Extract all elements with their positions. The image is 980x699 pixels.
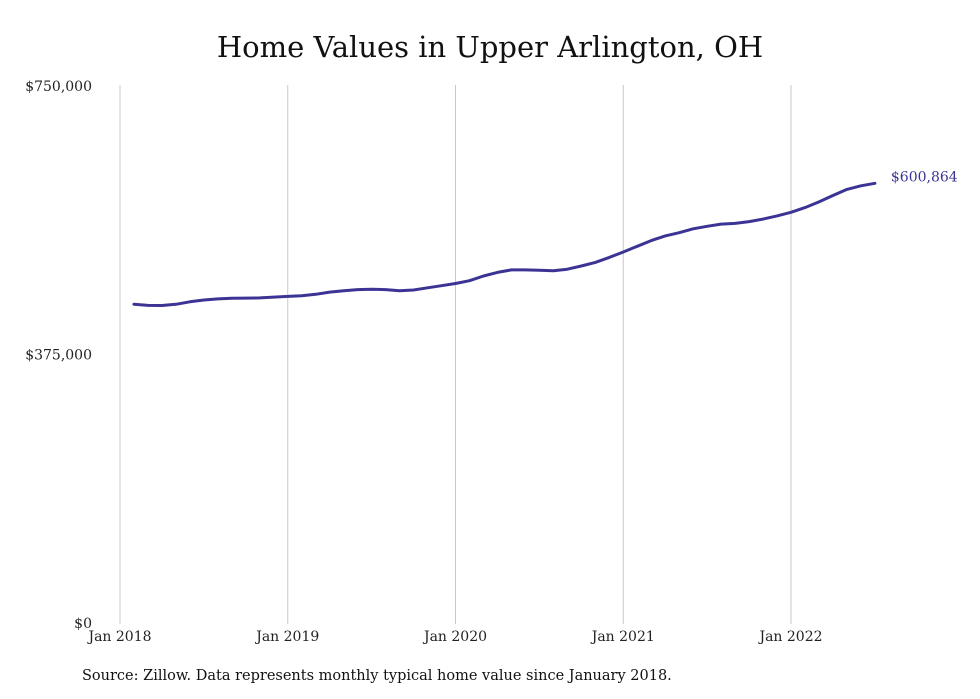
x-tick-label: Jan 2018 [86,629,151,645]
series-line [132,181,877,307]
x-tick-label: Jan 2019 [254,629,319,645]
chart-title: Home Values in Upper Arlington, OH [216,30,764,64]
x-tick-label: Jan 2021 [590,629,655,645]
y-tick-label: $0 [74,616,92,632]
series-layer [132,181,877,307]
end-value-label: $600,864 [891,169,958,185]
y-tick-label: $750,000 [25,79,92,95]
source-note: Source: Zillow. Data represents monthly … [82,668,672,684]
y-axis-ticks: $0 $375,000 $750,000 [25,79,92,632]
y-tick-label: $375,000 [25,348,92,364]
x-tick-label: Jan 2020 [422,629,487,645]
data-labels: $600,864 [891,169,958,185]
x-axis-ticks: Jan 2018 Jan 2019 Jan 2020 Jan 2021 Jan 2022 [86,629,822,645]
grid-lines [119,85,792,624]
x-tick-label: Jan 2022 [757,629,822,645]
